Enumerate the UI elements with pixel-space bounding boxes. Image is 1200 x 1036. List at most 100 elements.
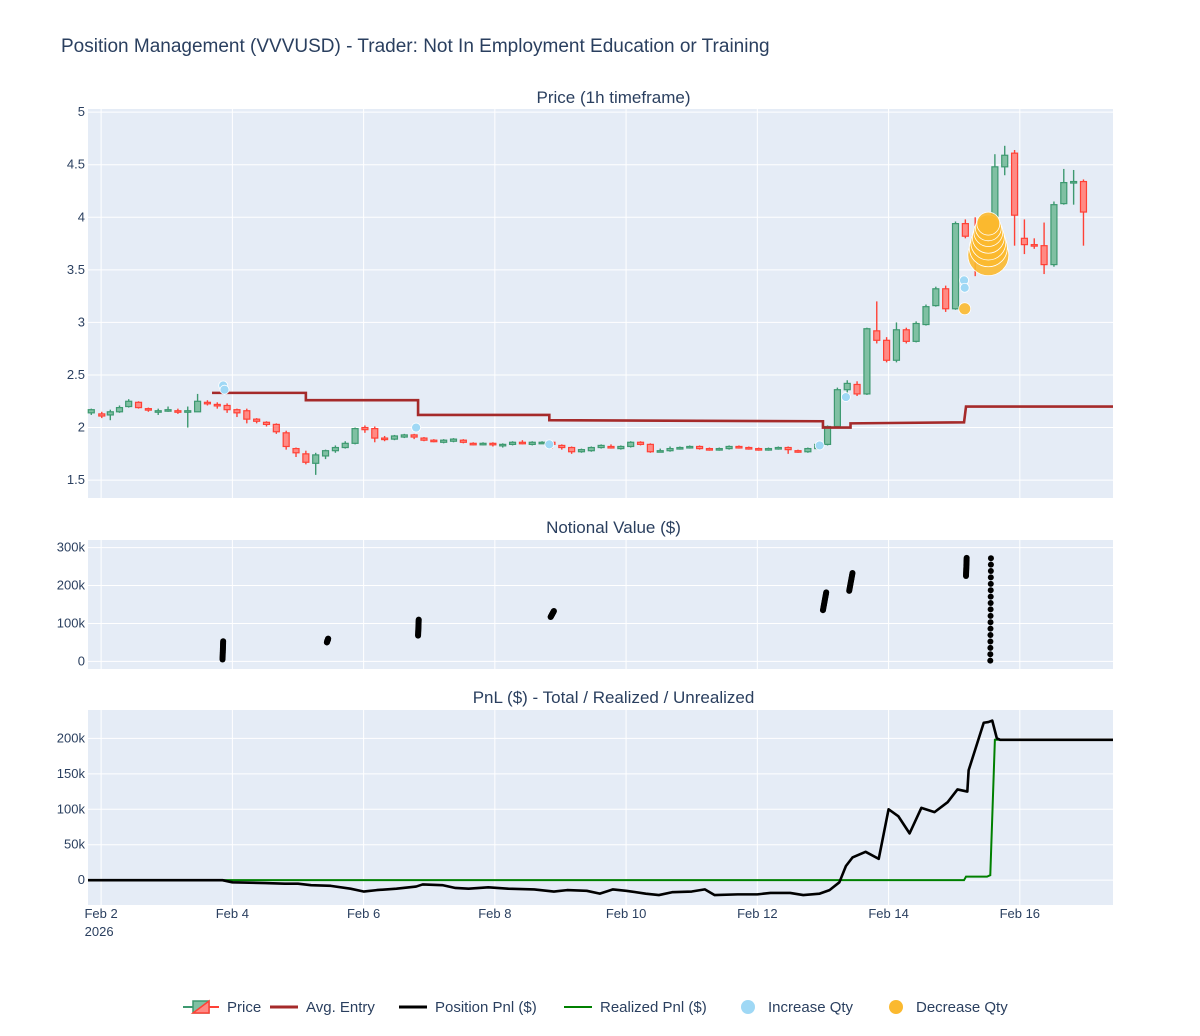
increase-marker xyxy=(814,440,825,451)
candle-body xyxy=(991,166,999,219)
notional-point xyxy=(987,555,994,562)
candle-body xyxy=(331,446,339,452)
y-tick-label: 100k xyxy=(57,801,86,816)
candle xyxy=(420,437,428,442)
notional-point xyxy=(987,625,994,632)
y-tick-label: 200k xyxy=(57,730,86,745)
legend: Price Avg. Entry Position Pnl ($) Realiz… xyxy=(0,994,1200,1020)
candle-body xyxy=(213,403,221,407)
candle xyxy=(892,322,901,363)
candle xyxy=(627,441,635,448)
candle-body xyxy=(410,434,418,438)
candle-body xyxy=(115,406,124,413)
candle xyxy=(98,411,106,419)
notional-point xyxy=(963,554,970,561)
candle-body xyxy=(420,437,428,441)
candle xyxy=(193,393,202,413)
candle-body xyxy=(587,446,595,452)
x-tick-label: Feb 12 xyxy=(737,906,777,921)
candle-body xyxy=(902,329,910,342)
candle xyxy=(922,304,930,326)
candle-body xyxy=(804,447,812,453)
candle xyxy=(253,418,261,424)
candle xyxy=(400,433,408,439)
legend-item-price[interactable]: Price xyxy=(181,994,261,1020)
avg-entry-line xyxy=(212,391,1113,429)
legend-item-increase-qty[interactable]: Increase Qty xyxy=(736,994,853,1020)
candle xyxy=(499,443,507,448)
candle-body xyxy=(134,401,143,409)
candle-body xyxy=(774,446,782,450)
candle-body xyxy=(745,446,753,450)
legend-label-decrease-qty: Decrease Qty xyxy=(916,998,1008,1016)
candle-body xyxy=(98,413,106,417)
legend-label-position-pnl: Position Pnl ($) xyxy=(435,998,537,1016)
increase-marker-legend-icon xyxy=(741,1000,755,1014)
legend-item-position-pnl[interactable]: Position Pnl ($) xyxy=(397,994,537,1020)
candle xyxy=(617,445,625,450)
candle xyxy=(912,321,920,343)
candle-body xyxy=(144,408,152,411)
candle-body xyxy=(351,428,359,444)
avg-entry-legend-icon xyxy=(270,1005,298,1009)
candle xyxy=(144,407,152,412)
candle xyxy=(381,435,389,442)
candle xyxy=(1040,222,1048,275)
candle-body xyxy=(715,447,723,451)
y-tick-label: 200k xyxy=(57,578,86,593)
candle xyxy=(125,399,133,408)
candle xyxy=(1020,219,1029,255)
candle-body xyxy=(174,410,182,413)
candle xyxy=(341,441,349,449)
candle xyxy=(154,408,162,415)
candle-body xyxy=(87,409,95,414)
legend-item-avg-entry[interactable]: Avg. Entry xyxy=(268,994,375,1020)
candle xyxy=(331,445,339,453)
candle-body xyxy=(440,439,448,443)
candle-body xyxy=(400,434,408,438)
candle xyxy=(174,408,182,414)
panel-title: Price (1h timeframe) xyxy=(537,88,691,107)
candle xyxy=(942,285,950,312)
x-tick-label: Feb 14 xyxy=(868,906,908,921)
candle xyxy=(87,408,95,415)
legend-item-decrease-qty[interactable]: Decrease Qty xyxy=(884,994,1008,1020)
candle xyxy=(390,434,399,441)
candle xyxy=(518,440,527,445)
y-tick-label: 2 xyxy=(78,420,85,435)
candle-body xyxy=(106,411,114,416)
candle-body xyxy=(577,449,586,453)
panel-2: 0 100k 200k 300k Notional Value ($) xyxy=(57,518,1113,669)
candle xyxy=(292,447,300,457)
candle-body xyxy=(154,410,162,413)
candle xyxy=(528,441,536,446)
candle-body xyxy=(508,441,517,445)
y-tick-label: 3 xyxy=(78,314,85,329)
y-tick-label: 3.5 xyxy=(67,262,85,277)
candle xyxy=(853,381,861,397)
candle-body xyxy=(253,418,261,422)
panel-background xyxy=(88,540,1113,669)
candle-body xyxy=(1070,180,1078,184)
candle-body xyxy=(1030,244,1038,247)
candle xyxy=(1030,238,1038,249)
candle xyxy=(223,403,231,413)
notional-point xyxy=(987,644,994,651)
panel-3: 0 50k 100k 150k 200k PnL ($) - Total / Realiz… xyxy=(57,688,1113,905)
candle xyxy=(361,425,369,433)
candle xyxy=(312,452,320,475)
notional-point xyxy=(987,587,994,594)
candle xyxy=(961,219,969,239)
candle-body xyxy=(381,437,389,441)
legend-item-realized-pnl[interactable]: Realized Pnl ($) xyxy=(562,994,707,1020)
candle-body xyxy=(558,444,566,449)
candle-body xyxy=(489,442,497,446)
candle-body xyxy=(125,400,133,408)
candle xyxy=(725,445,733,450)
candle-body xyxy=(459,439,467,443)
candle-body xyxy=(942,288,950,310)
candle-body xyxy=(528,441,536,445)
candle xyxy=(479,442,487,446)
candle xyxy=(134,401,143,409)
candle-body xyxy=(764,447,773,451)
